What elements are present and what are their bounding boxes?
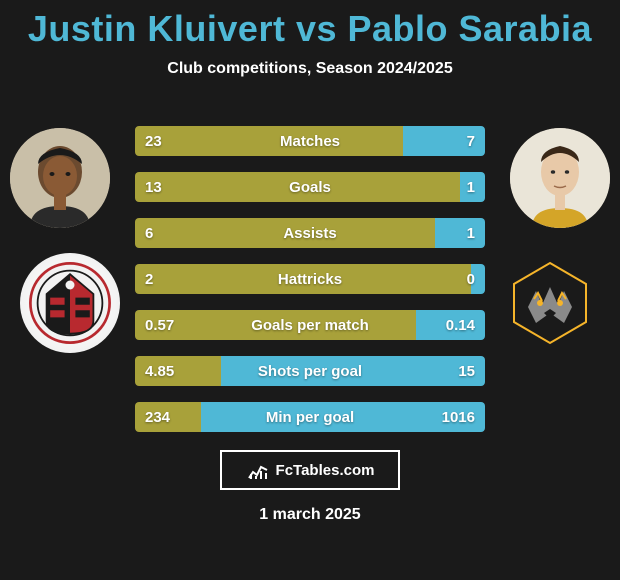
stat-bar-right bbox=[435, 218, 485, 248]
comparison-main: 237Matches 131Goals 61Assists 20Hattricks 0.… bbox=[0, 108, 620, 448]
stat-bar-left bbox=[135, 402, 201, 432]
stat-bar-right bbox=[201, 402, 485, 432]
stat-row: 61Assists bbox=[135, 218, 485, 248]
stat-bar-left bbox=[135, 172, 460, 202]
stat-bar-left bbox=[135, 126, 403, 156]
club-crest-icon bbox=[500, 253, 600, 353]
brand-badge: FcTables.com bbox=[220, 450, 400, 490]
club-crest-icon bbox=[25, 258, 115, 348]
stat-bar-right bbox=[471, 264, 485, 294]
stat-bar-right bbox=[221, 356, 485, 386]
comparison-subtitle: Club competitions, Season 2024/2025 bbox=[0, 60, 620, 78]
club-right-badge bbox=[500, 253, 600, 353]
brand-text: FcTables.com bbox=[276, 462, 375, 479]
player-right-avatar bbox=[510, 128, 610, 228]
stat-bar-left bbox=[135, 264, 471, 294]
person-icon bbox=[10, 128, 110, 228]
comparison-title: Justin Kluivert vs Pablo Sarabia bbox=[0, 0, 620, 50]
player-left-avatar bbox=[10, 128, 110, 228]
stat-bar-right bbox=[416, 310, 485, 340]
stat-row: 237Matches bbox=[135, 126, 485, 156]
club-left-badge bbox=[20, 253, 120, 353]
stat-bar-right bbox=[403, 126, 485, 156]
comparison-date: 1 march 2025 bbox=[0, 506, 620, 524]
stat-row: 131Goals bbox=[135, 172, 485, 202]
person-icon bbox=[510, 128, 610, 228]
stat-row: 2341016Min per goal bbox=[135, 402, 485, 432]
chart-icon bbox=[246, 458, 270, 482]
stat-row: 4.8515Shots per goal bbox=[135, 356, 485, 386]
stat-bar-left bbox=[135, 218, 435, 248]
stat-bar-left bbox=[135, 310, 416, 340]
stat-row: 20Hattricks bbox=[135, 264, 485, 294]
stat-bar-left bbox=[135, 356, 221, 386]
stat-row: 0.570.14Goals per match bbox=[135, 310, 485, 340]
stat-bar-right bbox=[460, 172, 485, 202]
stat-bars-container: 237Matches 131Goals 61Assists 20Hattricks 0.… bbox=[135, 126, 485, 448]
